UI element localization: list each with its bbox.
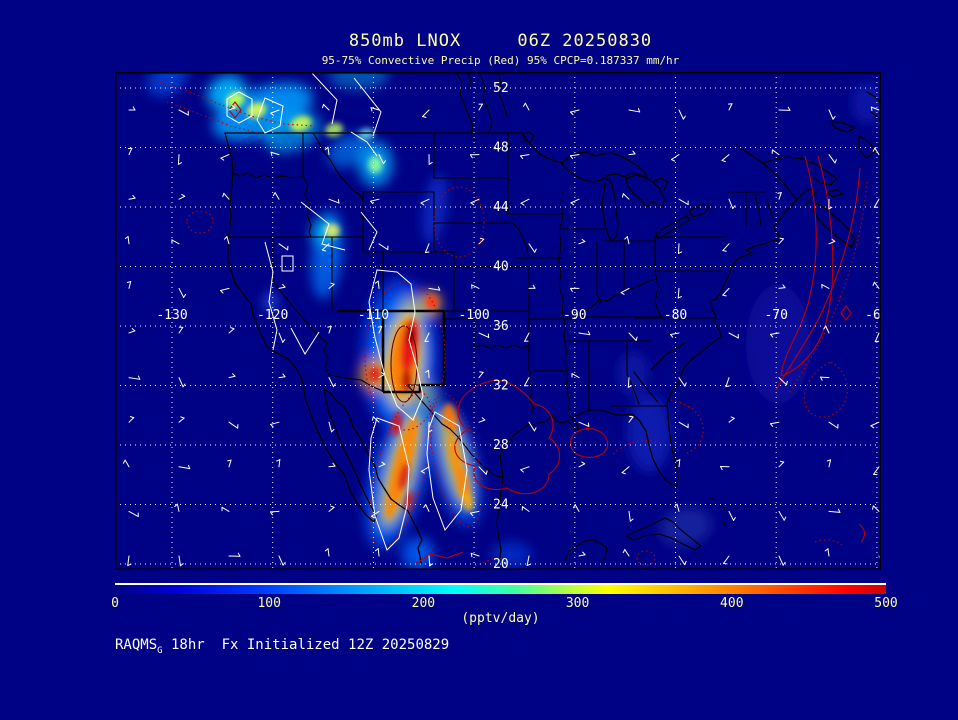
svg-text:-70: -70 [764, 308, 787, 323]
weather-plot-canvas: 850mb LNOX 06Z 20250830 95-75% Convectiv… [0, 0, 958, 720]
colorbar-tick: 200 [412, 596, 435, 611]
svg-text:52: 52 [493, 81, 509, 96]
state-borders [230, 133, 773, 477]
colorbar-tick: 500 [874, 596, 897, 611]
colorbar-gradient [115, 585, 886, 594]
svg-text:-60: -60 [865, 308, 881, 323]
page-title: 850mb LNOX 06Z 20250830 [115, 31, 886, 51]
svg-text:-80: -80 [664, 308, 687, 323]
svg-text:-100: -100 [458, 308, 489, 323]
colorbar-tick: 100 [257, 596, 280, 611]
svg-text:32: 32 [493, 379, 509, 394]
svg-text:-130: -130 [156, 308, 187, 323]
svg-text:28: 28 [493, 438, 509, 453]
svg-text:-120: -120 [257, 308, 288, 323]
svg-text:36: 36 [493, 319, 509, 334]
svg-text:48: 48 [493, 141, 509, 156]
model-run-label: RAQMSG 18hr Fx Initialized 12Z 20250829 [115, 637, 449, 656]
colorbar [115, 583, 886, 594]
colorbar-units: (pptv/day) [115, 611, 886, 626]
svg-text:-110: -110 [358, 308, 389, 323]
model-name: RAQMS [115, 637, 157, 653]
svg-text:-90: -90 [563, 308, 586, 323]
svg-text:44: 44 [493, 200, 509, 215]
plot-subtitle: 95-75% Convective Precip (Red) 95% CPCP=… [115, 54, 886, 67]
colorbar-tick: 0 [111, 596, 119, 611]
svg-text:20: 20 [493, 557, 509, 570]
colorbar-tick: 400 [720, 596, 743, 611]
run-info: 18hr Fx Initialized 12Z 20250829 [163, 637, 450, 653]
colorbar-tick: 300 [566, 596, 589, 611]
colorbar-tick-labels: 0100200300400500 [115, 596, 886, 612]
svg-text:24: 24 [493, 498, 509, 513]
map-plot: -130 -120 -110 -100 -90 -80 -70 -60 52 48 44 40 36 32… [115, 72, 881, 570]
svg-text:40: 40 [493, 260, 509, 275]
